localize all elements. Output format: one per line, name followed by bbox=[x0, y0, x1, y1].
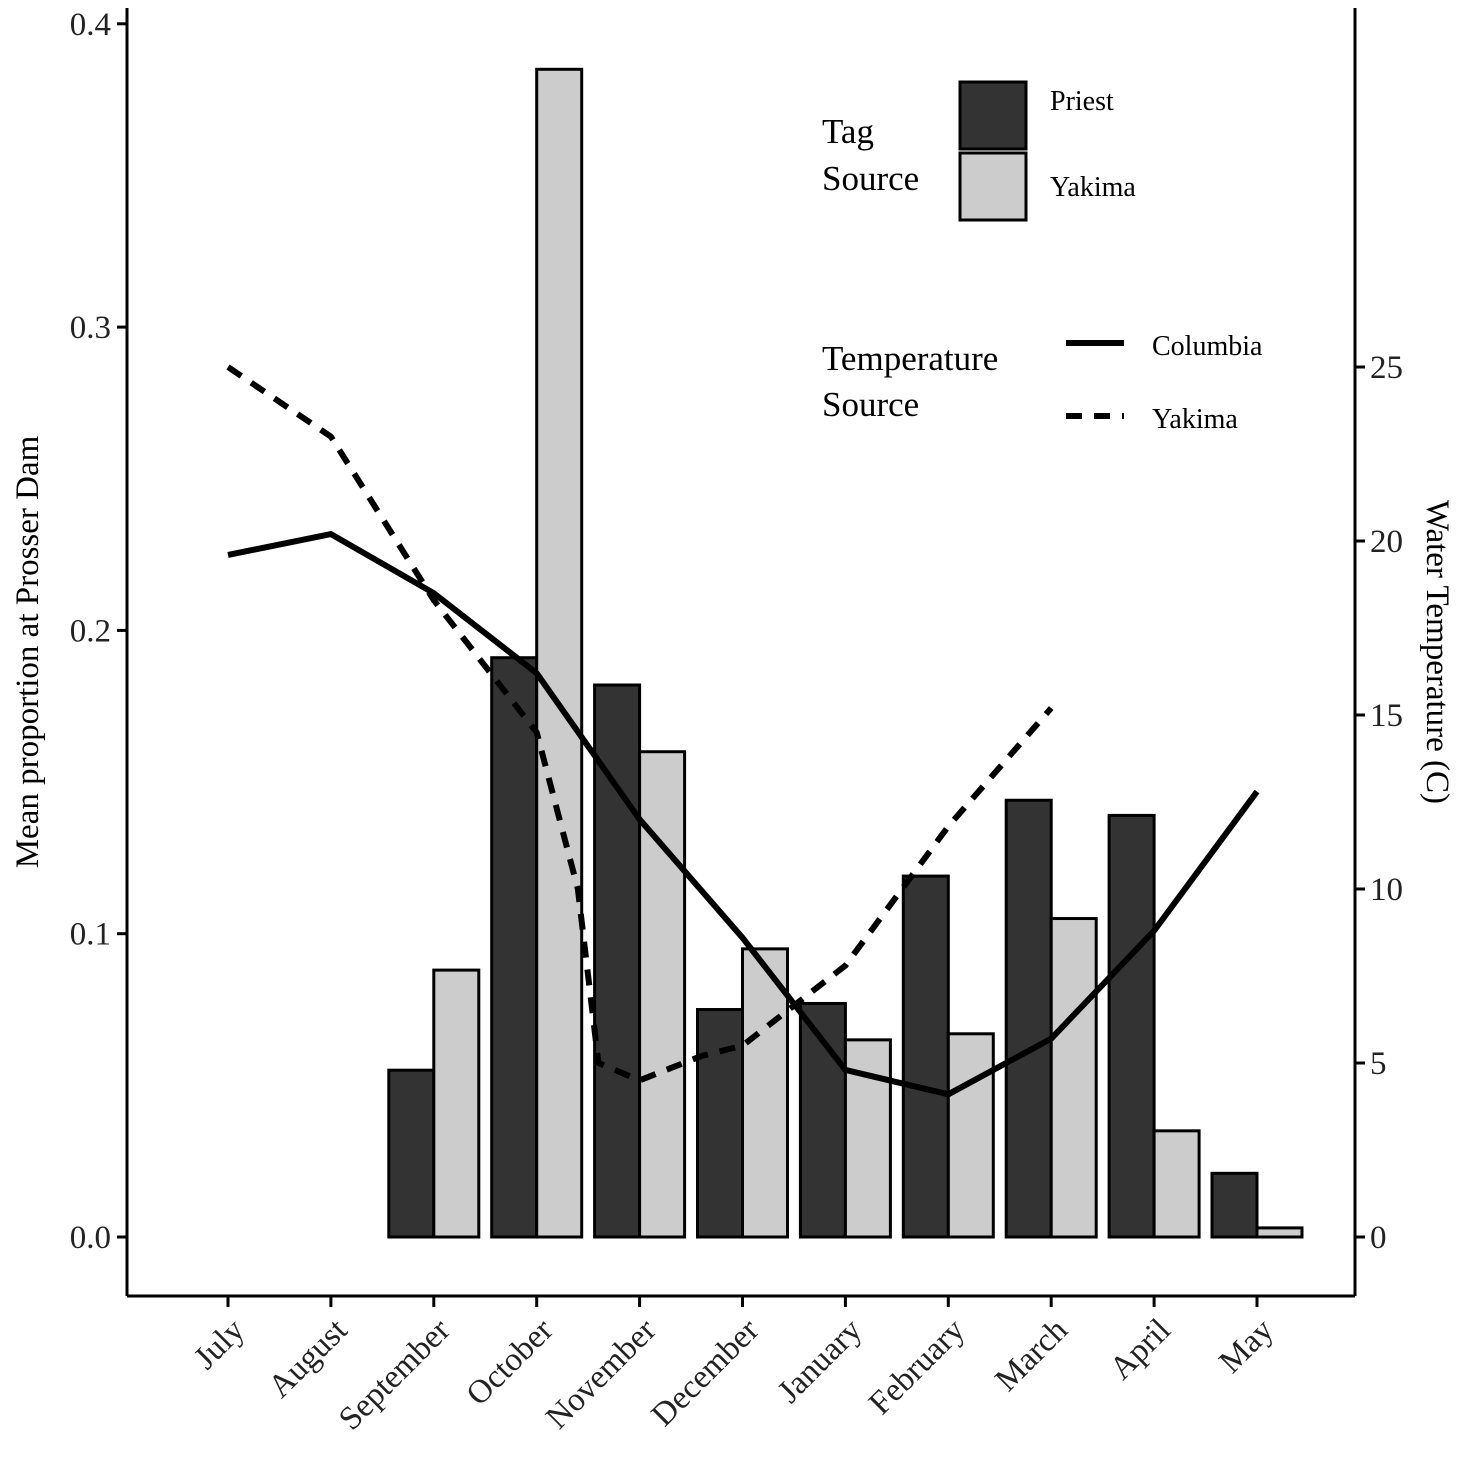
x-tick-label: April bbox=[1103, 1312, 1178, 1387]
x-tick-label: May bbox=[1212, 1312, 1281, 1381]
y-tick-label-left: 0.0 bbox=[70, 1220, 111, 1256]
x-tick-label: October bbox=[460, 1312, 561, 1413]
y-axis-title-left: Mean proportion at Prosser Dam bbox=[10, 435, 46, 868]
bar-yakima-may bbox=[1255, 1226, 1304, 1239]
legend-key-priest-label: Priest bbox=[1050, 86, 1114, 117]
bar-yakima-march bbox=[1049, 917, 1098, 1239]
x-tick-label: July bbox=[187, 1312, 252, 1377]
bar-priest-september bbox=[387, 1068, 436, 1239]
x-tick-label: August bbox=[262, 1312, 355, 1405]
x-tick-label: February bbox=[862, 1312, 972, 1422]
y-tick-label-right: 0 bbox=[1370, 1220, 1387, 1256]
legend-line-title-line1: Temperature bbox=[822, 339, 998, 378]
legend-key-priest-swatch bbox=[958, 80, 1028, 151]
bars-layer bbox=[387, 67, 1304, 1239]
line-columbia-temperature bbox=[227, 531, 1260, 1098]
bar-yakima-september bbox=[432, 968, 481, 1239]
y-tick-label-right: 15 bbox=[1370, 698, 1403, 734]
x-tick-label: December bbox=[645, 1312, 766, 1433]
bar-yakima-february bbox=[946, 1032, 995, 1239]
bar-yakima-november bbox=[638, 750, 687, 1239]
y-tick-label-right: 5 bbox=[1370, 1046, 1387, 1082]
y-tick-label-left: 0.4 bbox=[70, 7, 111, 43]
legend-key-columbia-temperature-label: Columbia bbox=[1152, 331, 1263, 362]
x-tick-label: January bbox=[771, 1312, 869, 1410]
y-tick-label-left: 0.3 bbox=[70, 310, 111, 346]
legend-layer: Tag Source Priest Yakima Temperature Source Co… bbox=[822, 80, 1263, 435]
bar-yakima-april bbox=[1152, 1129, 1201, 1239]
y-tick-label-left: 0.2 bbox=[70, 613, 111, 649]
legend-fill-title-line1: Tag bbox=[822, 112, 874, 151]
bar-priest-march bbox=[1004, 798, 1053, 1239]
legend-key-yakima-temperature-label: Yakima bbox=[1152, 404, 1238, 435]
bar-priest-november bbox=[593, 683, 642, 1239]
bar-priest-may bbox=[1210, 1171, 1259, 1239]
bar-priest-december bbox=[696, 1008, 744, 1239]
y-tick-label-right: 20 bbox=[1370, 524, 1403, 560]
x-tick-label: September bbox=[332, 1312, 457, 1437]
bar-priest-april bbox=[1107, 813, 1156, 1239]
x-tick-label: November bbox=[539, 1312, 663, 1436]
y-tick-label-left: 0.1 bbox=[70, 917, 111, 953]
lines-layer bbox=[226, 364, 1260, 1098]
y-axis-title-right: Water Temperature (C) bbox=[1419, 500, 1455, 804]
bar-priest-february bbox=[901, 874, 950, 1239]
legend-fill-title-line2: Source bbox=[822, 159, 919, 198]
legend-key-yakima-swatch bbox=[958, 151, 1028, 222]
line-yakima-temperature bbox=[226, 364, 1054, 1084]
bar-priest-october bbox=[490, 656, 539, 1239]
legend-line-title-line2: Source bbox=[822, 385, 919, 424]
bar-yakima-december bbox=[741, 947, 789, 1239]
legend-key-yakima-label: Yakima bbox=[1050, 172, 1136, 203]
bar-yakima-october bbox=[535, 67, 584, 1239]
y-tick-label-right: 10 bbox=[1370, 872, 1403, 908]
y-tick-label-right: 25 bbox=[1370, 350, 1403, 386]
x-tick-label: March bbox=[988, 1312, 1075, 1399]
